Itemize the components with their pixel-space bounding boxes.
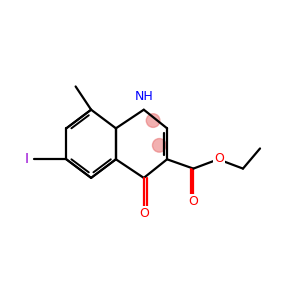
Text: O: O — [139, 207, 149, 220]
Text: O: O — [214, 152, 224, 165]
Text: NH: NH — [134, 90, 153, 103]
Circle shape — [146, 114, 160, 128]
Text: O: O — [188, 195, 198, 208]
Text: I: I — [25, 152, 29, 166]
Circle shape — [152, 139, 166, 152]
